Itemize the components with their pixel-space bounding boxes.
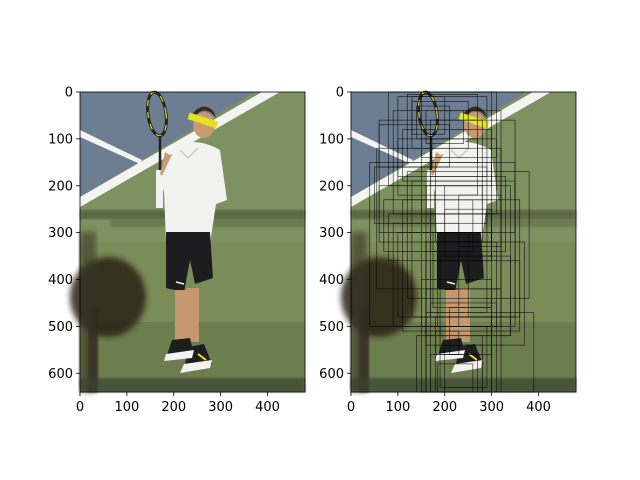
bounding-box-41 — [439, 326, 488, 388]
right-x-tick-label-3: 300 — [479, 400, 504, 415]
bounding-box-49 — [378, 124, 450, 168]
tennis-photo-left — [70, 91, 305, 392]
left-y-tick-label-3: 300 — [48, 226, 73, 241]
bounding-box-34 — [388, 213, 492, 262]
right-y-tick-label-5: 500 — [319, 320, 344, 335]
left-x-tick-label-3: 300 — [208, 400, 233, 415]
left-x-tick-label-0: 0 — [76, 400, 84, 415]
right-x-tick-label-0: 0 — [347, 400, 355, 415]
right-x-tick-label-1: 100 — [385, 400, 410, 415]
left-y-tick-label-5: 500 — [48, 320, 73, 335]
right-y-tick-label-3: 300 — [319, 226, 344, 241]
left-x-tick-label-1: 100 — [114, 400, 139, 415]
right-y-tick-label-6: 600 — [319, 367, 344, 382]
right-panel: 0 100 200 300 400 0 100 200 300 400 500 600 — [319, 86, 577, 415]
bounding-box-33 — [383, 199, 474, 252]
left-y-tick-label-6: 600 — [48, 367, 73, 382]
left-y-tick-label-1: 100 — [48, 132, 73, 147]
left-y-tick-label-0: 0 — [65, 86, 73, 101]
right-x-tick-label-4: 400 — [526, 400, 551, 415]
left-y-tick-label-2: 200 — [48, 179, 73, 194]
right-axes-frame — [350, 91, 577, 393]
right-y-tick-label-2: 200 — [319, 179, 344, 194]
bounding-box-36 — [397, 232, 469, 318]
bounding-box-50 — [411, 96, 446, 135]
left-axes-frame — [79, 91, 306, 393]
right-y-tick-label-1: 100 — [319, 132, 344, 147]
left-panel: 0 100 200 300 400 0 100 200 300 400 500 600 — [48, 86, 306, 415]
bounding-box-48 — [449, 307, 492, 355]
left-x-tick-label-2: 200 — [161, 400, 186, 415]
left-x-tick-label-4: 400 — [255, 400, 280, 415]
bounding-box-47 — [435, 330, 460, 355]
right-y-tick-label-0: 0 — [336, 86, 344, 101]
left-y-tick-label-4: 400 — [48, 273, 73, 288]
right-y-tick-label-4: 400 — [319, 273, 344, 288]
right-x-tick-label-2: 200 — [432, 400, 457, 415]
tennis-photo-right — [341, 91, 576, 392]
